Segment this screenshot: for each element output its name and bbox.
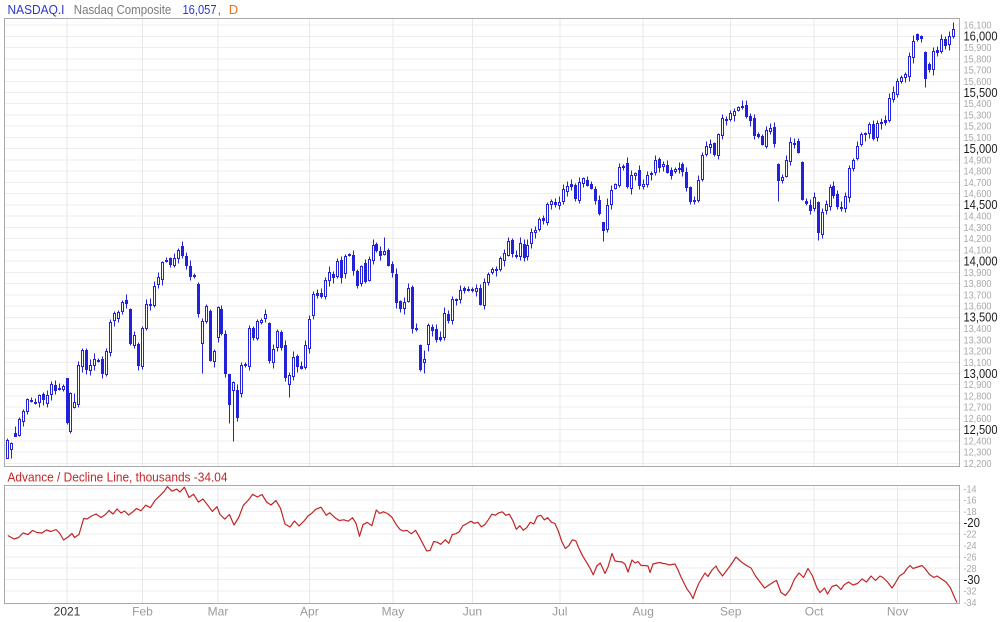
svg-text:13,200: 13,200 — [964, 347, 992, 358]
svg-text:D: D — [229, 2, 238, 17]
svg-text:-16: -16 — [964, 496, 977, 507]
svg-text:Apr: Apr — [300, 605, 319, 619]
svg-text:12,200: 12,200 — [964, 459, 992, 470]
svg-text:12,400: 12,400 — [964, 436, 992, 447]
svg-text:12,800: 12,800 — [964, 392, 992, 403]
svg-text:14,600: 14,600 — [964, 189, 992, 200]
svg-text:13,800: 13,800 — [964, 279, 992, 290]
svg-text:Feb: Feb — [132, 605, 153, 619]
svg-text:-20: -20 — [964, 516, 981, 530]
svg-text:Oct: Oct — [805, 605, 824, 619]
svg-text:Jun: Jun — [463, 605, 482, 619]
svg-text:-34: -34 — [964, 598, 977, 609]
svg-text:13,100: 13,100 — [964, 358, 992, 369]
svg-text:13,400: 13,400 — [964, 324, 992, 335]
svg-text:15,600: 15,600 — [964, 77, 992, 88]
svg-text:16,057: 16,057 — [183, 2, 217, 17]
svg-text:16,000: 16,000 — [964, 30, 998, 44]
svg-text:14,700: 14,700 — [964, 178, 992, 189]
svg-text:14,900: 14,900 — [964, 155, 992, 166]
svg-text:15,700: 15,700 — [964, 66, 992, 77]
svg-text:15,100: 15,100 — [964, 133, 992, 144]
svg-text:-24: -24 — [964, 541, 977, 552]
svg-text:NASDAQ.I: NASDAQ.I — [8, 2, 65, 17]
svg-text:-30: -30 — [964, 573, 981, 587]
svg-text:12,900: 12,900 — [964, 380, 992, 391]
svg-text:15,500: 15,500 — [964, 86, 998, 100]
svg-text:13,300: 13,300 — [964, 335, 992, 346]
svg-text:14,000: 14,000 — [964, 254, 998, 268]
svg-text:15,400: 15,400 — [964, 99, 992, 110]
svg-text:13,700: 13,700 — [964, 290, 992, 301]
svg-text:Jul: Jul — [552, 605, 567, 619]
svg-text:-32: -32 — [964, 587, 977, 598]
svg-text:2021: 2021 — [54, 605, 81, 619]
svg-text:14,800: 14,800 — [964, 167, 992, 178]
svg-text:15,300: 15,300 — [964, 111, 992, 122]
svg-text:13,600: 13,600 — [964, 302, 992, 313]
svg-text:12,600: 12,600 — [964, 414, 992, 425]
svg-text:-22: -22 — [964, 530, 977, 541]
svg-text:14,100: 14,100 — [964, 245, 992, 256]
svg-text:15,200: 15,200 — [964, 122, 992, 133]
svg-text:14,300: 14,300 — [964, 223, 992, 234]
svg-text:Nasdaq Composite: Nasdaq Composite — [74, 2, 172, 17]
svg-text:13,500: 13,500 — [964, 311, 998, 325]
svg-text:16,100: 16,100 — [964, 21, 992, 32]
svg-text:-26: -26 — [964, 552, 977, 563]
svg-text:-28: -28 — [964, 564, 977, 575]
svg-text:12,700: 12,700 — [964, 403, 992, 414]
svg-text:13,000: 13,000 — [964, 367, 998, 381]
svg-text:14,200: 14,200 — [964, 234, 992, 245]
svg-text:12,500: 12,500 — [964, 423, 998, 437]
svg-text:15,900: 15,900 — [964, 43, 992, 54]
svg-text:13,900: 13,900 — [964, 268, 992, 279]
svg-text:Sep: Sep — [720, 605, 742, 619]
svg-text:Nov: Nov — [887, 605, 908, 619]
svg-text:-18: -18 — [964, 507, 977, 518]
svg-text:12,300: 12,300 — [964, 448, 992, 459]
svg-text:Mar: Mar — [208, 605, 229, 619]
svg-text:Aug: Aug — [633, 605, 654, 619]
svg-text:,: , — [218, 2, 222, 17]
svg-text:15,800: 15,800 — [964, 54, 992, 65]
svg-text:May: May — [382, 605, 405, 619]
svg-text:-14: -14 — [964, 484, 977, 495]
svg-text:14,400: 14,400 — [964, 212, 992, 223]
svg-text:15,000: 15,000 — [964, 142, 998, 156]
svg-text:14,500: 14,500 — [964, 198, 998, 212]
svg-text:Advance / Decline Line, thousa: Advance / Decline Line, thousands -34.04 — [8, 471, 228, 485]
